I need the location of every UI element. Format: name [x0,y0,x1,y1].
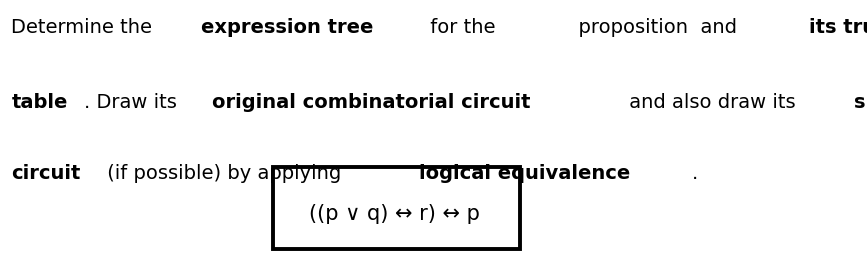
Text: . Draw its: . Draw its [84,93,183,112]
Text: circuit: circuit [11,164,81,183]
FancyBboxPatch shape [273,167,520,249]
Text: logical equivalence: logical equivalence [419,164,630,183]
Text: simplified: simplified [854,93,867,112]
Text: original combinatorial circuit: original combinatorial circuit [212,93,531,112]
Text: .: . [691,164,698,183]
Text: proposition  and: proposition and [516,18,743,37]
Text: expression tree: expression tree [201,18,374,37]
Text: its truth: its truth [809,18,867,37]
Text: and also draw its: and also draw its [623,93,802,112]
Text: table: table [11,93,68,112]
Text: (if possible) by applying: (if possible) by applying [101,164,348,183]
Text: Determine the: Determine the [11,18,159,37]
Text: for the: for the [424,18,495,37]
Text: ((p ∨ q) ↔ r) ↔ p: ((p ∨ q) ↔ r) ↔ p [309,204,480,224]
